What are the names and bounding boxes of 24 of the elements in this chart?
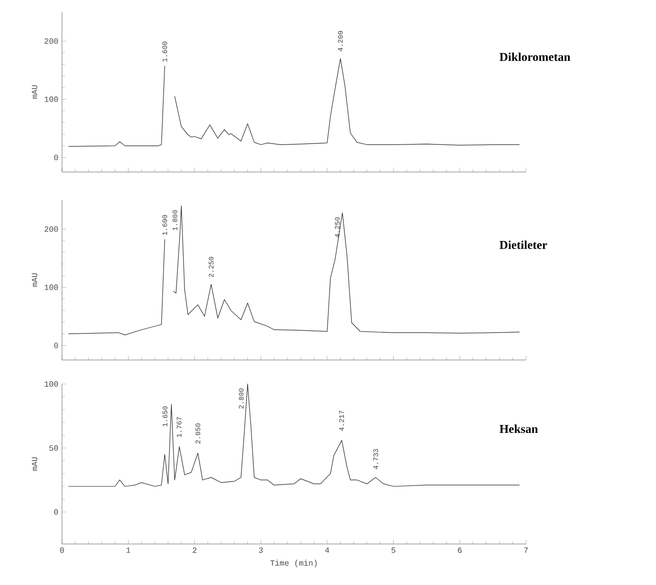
x-tick-label: 3 [258,548,263,553]
y-axis-title: mAU [32,457,38,471]
text: Diklorometan [500,52,570,61]
x-tick-label: 0 [60,548,64,553]
x-axis-title: Time (min) [270,560,317,568]
y-tick-label: 0 [54,154,58,160]
y-axis-title: mAU [32,85,38,99]
y-tick-label: 0 [54,342,58,348]
x-tick-label: 1 [126,548,130,553]
x-tick-label: 4 [325,548,330,553]
x-tick-label: 2 [192,548,196,553]
y-tick-label: 100 [44,381,58,387]
x-tick-label: 7 [524,548,528,553]
x-tick-label: 6 [458,548,462,553]
y-tick-label: 0 [54,509,58,515]
y-tick-label: 100 [44,96,58,102]
y-tick-label: 200 [44,38,58,44]
text: Dietileter [500,240,548,249]
y-tick-label: 200 [44,226,58,232]
x-tick-label: 5 [392,548,396,553]
y-axis-title: mAU [32,273,38,287]
text: Heksan [500,424,538,433]
y-tick-label: 50 [49,445,58,451]
y-tick-label: 100 [44,284,58,290]
